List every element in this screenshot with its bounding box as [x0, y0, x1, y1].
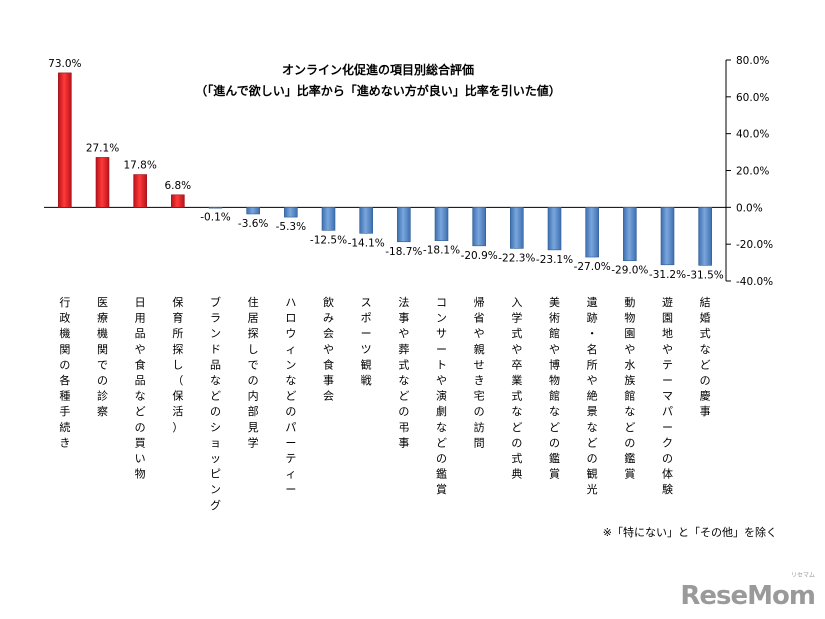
- data-label: -31.2%: [649, 269, 686, 281]
- category-label: 住居探しでの内部見学: [248, 295, 259, 449]
- resemom-logo: ReseMom: [680, 581, 816, 611]
- bar: [359, 207, 373, 234]
- logo-subtext: リセマム: [790, 572, 815, 579]
- bar: [208, 207, 223, 209]
- category-label: 飲み会や食事会: [323, 295, 334, 403]
- data-label: -29.0%: [611, 265, 648, 277]
- y-tick-label: -20.0%: [736, 239, 773, 251]
- category-label: スポーツ観戦: [361, 296, 372, 387]
- category-label: コンサートや演劇などの鑑賞: [436, 296, 447, 496]
- bar: [171, 194, 185, 208]
- category-label: 帰省や親せき宅の訪問: [474, 296, 485, 449]
- y-tick-label: 0.0%: [736, 202, 763, 214]
- data-label: -5.3%: [276, 221, 306, 233]
- bar: [95, 157, 110, 208]
- category-label: 保育所探し（保活）: [172, 295, 183, 434]
- category-label: 結婚式などの慶事: [700, 295, 711, 418]
- bar: [321, 207, 336, 231]
- category-labels: 行政機関の各種手続き 医療機関での診察 日用品や食品などの買い物 保育所探し（保活） ブ…: [59, 295, 710, 512]
- category-label: 日用品や食品などの買い物: [135, 296, 146, 481]
- bar: [434, 207, 449, 241]
- data-label: 27.1%: [86, 142, 119, 154]
- category-label: 医療機関での診察: [97, 296, 108, 418]
- bar: [58, 72, 72, 208]
- chart-title: オンライン化促進の項目別総合評価: [282, 62, 474, 77]
- data-label: -27.0%: [574, 261, 611, 273]
- category-label: ブランド品などのショッピング: [210, 295, 221, 512]
- category-label: 遊園地やテーマパークの体験: [662, 295, 673, 496]
- data-label: -20.9%: [461, 250, 498, 262]
- data-label: -12.5%: [310, 234, 347, 246]
- data-label: -3.6%: [238, 218, 268, 230]
- bar: [698, 207, 712, 266]
- category-label: 遺跡・名所や絶景などの観光: [587, 295, 598, 496]
- bar: [133, 174, 147, 208]
- y-tick-label: 60.0%: [736, 92, 769, 104]
- y-tick-label: -40.0%: [736, 276, 773, 288]
- data-label: -0.1%: [200, 212, 230, 224]
- bar: [397, 207, 411, 243]
- bar: [623, 207, 637, 262]
- category-label: 美術館や博物館などの鑑賞: [549, 296, 560, 481]
- bar: [510, 207, 524, 249]
- category-label: ハロウィンなどのパーティー: [285, 296, 296, 496]
- bar: [585, 207, 599, 258]
- chart-subtitle: （「進んで欲しい」比率から「進めない方が良い」比率を引いた値）: [195, 83, 560, 98]
- category-label: 法事や葬式などの弔事: [398, 295, 409, 449]
- bars-group: 73.0% 27.1% 17.8% 6.8% -0.1% -3.6% -5.3% -12.5%…: [44, 58, 726, 281]
- bar: [246, 207, 260, 215]
- y-tick-label: 40.0%: [736, 129, 769, 141]
- y-tick-label: 80.0%: [736, 55, 769, 67]
- bar: [547, 207, 562, 251]
- data-label: -14.1%: [348, 237, 385, 249]
- data-label: -18.1%: [423, 245, 460, 257]
- data-label: -22.3%: [498, 252, 535, 264]
- data-label: -23.1%: [536, 254, 573, 266]
- data-label: -31.5%: [687, 269, 724, 281]
- data-label: 73.0%: [48, 58, 81, 70]
- bar: [660, 207, 675, 266]
- y-axis: 80.0% 60.0% 40.0% 20.0% 0.0% -20.0% -40.0%: [725, 55, 773, 288]
- bar: [472, 207, 486, 247]
- data-label: 6.8%: [164, 180, 191, 192]
- y-tick-label: 20.0%: [736, 166, 769, 178]
- category-label: 入学式や卒業式などの式典: [511, 296, 522, 481]
- category-label: 行政機関の各種手続き: [59, 296, 70, 449]
- data-label: -18.7%: [385, 246, 422, 258]
- category-label: 動物園や水族館などの鑑賞: [624, 295, 635, 481]
- footnote: ※「特にない」と「その他」を除く: [602, 526, 777, 539]
- data-label: 17.8%: [123, 160, 156, 172]
- bar: [284, 207, 298, 218]
